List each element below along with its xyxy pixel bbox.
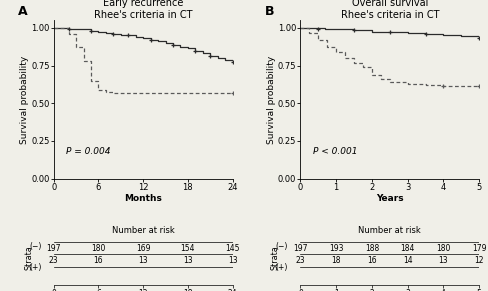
Text: 23: 23	[295, 256, 305, 265]
X-axis label: Months: Months	[124, 194, 162, 203]
Text: 197: 197	[293, 244, 307, 253]
Text: 169: 169	[136, 244, 150, 253]
Text: 154: 154	[180, 244, 195, 253]
Text: (−): (−)	[275, 242, 287, 251]
Text: 13: 13	[138, 256, 148, 265]
Text: 180: 180	[91, 244, 105, 253]
Text: (+): (+)	[275, 263, 287, 272]
Y-axis label: Survival probability: Survival probability	[266, 55, 275, 144]
Text: 16: 16	[366, 256, 376, 265]
Y-axis label: Survival probability: Survival probability	[20, 55, 29, 144]
Text: 13: 13	[227, 256, 237, 265]
Text: Strata: Strata	[270, 246, 279, 270]
Text: 193: 193	[328, 244, 343, 253]
Title: Overall survival
Rhee's criteria in CT: Overall survival Rhee's criteria in CT	[340, 0, 438, 19]
Text: Strata: Strata	[24, 246, 33, 270]
Text: 14: 14	[402, 256, 412, 265]
Text: 197: 197	[46, 244, 61, 253]
Text: B: B	[264, 5, 274, 17]
Text: 16: 16	[94, 256, 103, 265]
Text: (+): (+)	[29, 263, 41, 272]
Text: 188: 188	[364, 244, 378, 253]
Text: 12: 12	[473, 256, 483, 265]
Text: P < 0.001: P < 0.001	[312, 147, 357, 156]
Text: 184: 184	[400, 244, 414, 253]
Text: 18: 18	[331, 256, 340, 265]
Text: 179: 179	[471, 244, 486, 253]
Text: A: A	[18, 5, 28, 17]
Title: Early recurrence
Rhee's criteria in CT: Early recurrence Rhee's criteria in CT	[94, 0, 192, 19]
X-axis label: Years: Years	[375, 194, 403, 203]
Text: 13: 13	[183, 256, 192, 265]
Text: P = 0.004: P = 0.004	[66, 147, 111, 156]
Text: Number at risk: Number at risk	[112, 226, 174, 235]
Text: 13: 13	[438, 256, 447, 265]
Text: Number at risk: Number at risk	[358, 226, 420, 235]
Text: 180: 180	[435, 244, 450, 253]
Text: 145: 145	[225, 244, 239, 253]
Text: (−): (−)	[29, 242, 41, 251]
Text: 23: 23	[49, 256, 59, 265]
